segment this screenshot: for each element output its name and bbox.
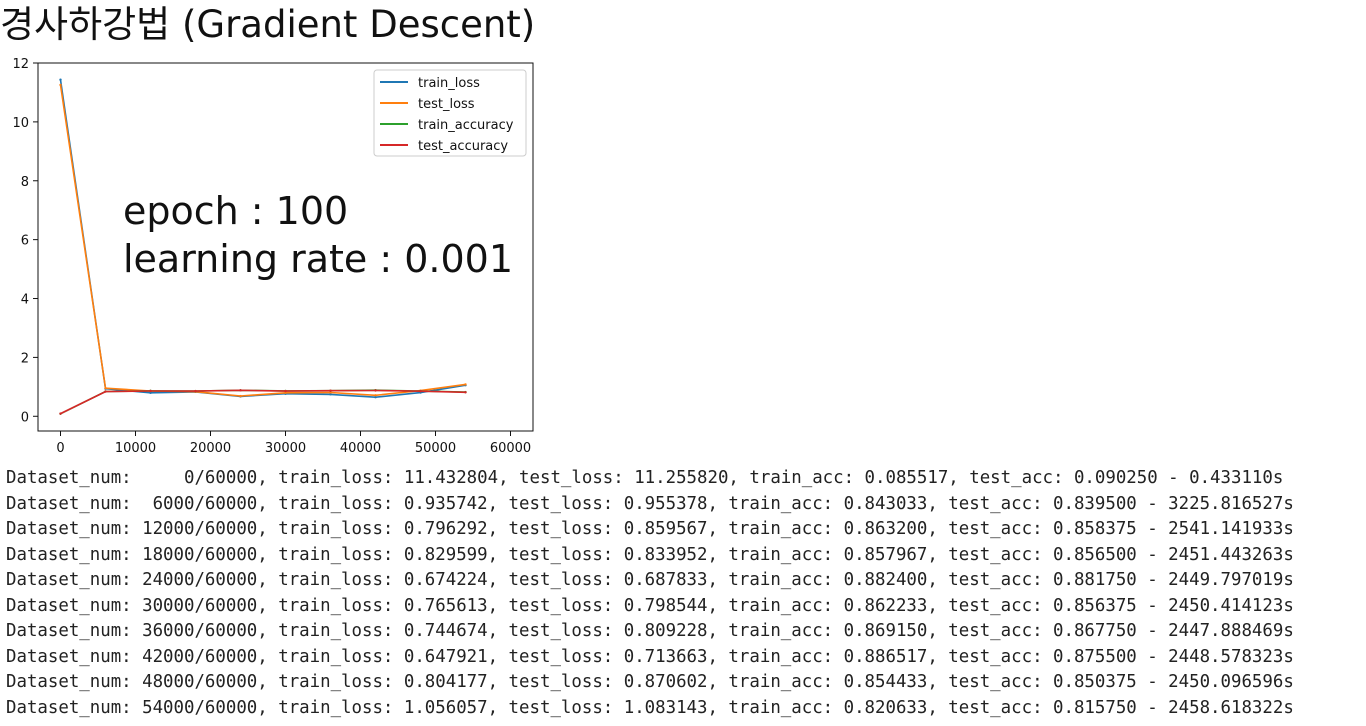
data-point-test_loss (329, 391, 332, 394)
data-point-test_loss (239, 394, 242, 398)
data-point-test_accuracy (194, 389, 197, 393)
data-point-train_loss (149, 391, 152, 395)
page-title: 경사하강법 (Gradient Descent) (0, 3, 536, 46)
log-line: Dataset_num: 36000/60000, train_loss: 0.… (6, 621, 1294, 641)
series-line-test_accuracy (60, 389, 466, 415)
y-tick-label: 6 (21, 234, 29, 249)
log-line: Dataset_num: 12000/60000, train_loss: 0.… (6, 519, 1294, 539)
log-line: Dataset_num: 0/60000, train_loss: 11.432… (6, 468, 1284, 488)
data-point-test_accuracy (284, 389, 287, 393)
x-tick-label: 50000 (415, 441, 456, 456)
data-point-test_loss (284, 391, 287, 394)
data-point-test_loss (374, 394, 377, 397)
x-tick-label: 0 (56, 441, 64, 456)
data-point-train_loss (59, 78, 62, 81)
y-tick-label: 0 (21, 410, 29, 425)
log-line: Dataset_num: 42000/60000, train_loss: 0.… (6, 646, 1294, 667)
data-point-test_accuracy (374, 389, 377, 392)
x-tick-label: 60000 (490, 441, 531, 456)
training-log: Dataset_num: 0/60000, train_loss: 11.432… (6, 466, 1294, 721)
legend-label-train_accuracy: train_accuracy (418, 118, 514, 133)
annotation-0: epoch : 100 (123, 189, 348, 233)
legend-label-test_loss: test_loss (418, 97, 475, 112)
x-tick-label: 10000 (115, 441, 156, 456)
log-line: Dataset_num: 18000/60000, train_loss: 0.… (6, 544, 1294, 565)
legend-label-test_accuracy: test_accuracy (418, 139, 508, 154)
log-line: Dataset_num: 30000/60000, train_loss: 0.… (6, 595, 1294, 616)
log-line: Dataset_num: 54000/60000, train_loss: 1.… (6, 697, 1294, 718)
data-point-test_accuracy (149, 389, 152, 393)
data-point-test_loss (104, 386, 107, 390)
legend-box (373, 69, 527, 157)
legend-label-train_loss: train_loss (418, 76, 480, 91)
y-tick-label: 2 (21, 351, 29, 366)
y-tick-label: 12 (12, 57, 29, 72)
y-tick-label: 8 (21, 175, 29, 190)
y-tick-label: 10 (12, 116, 29, 131)
data-point-test_accuracy (59, 412, 62, 415)
series-line-test_loss (59, 84, 466, 397)
data-point-test_accuracy (104, 390, 107, 393)
data-point-test_accuracy (464, 391, 467, 394)
log-line: Dataset_num: 48000/60000, train_loss: 0.… (6, 672, 1294, 692)
data-point-test_accuracy (419, 390, 422, 393)
loss-accuracy-chart: 0 10000 20000 30000 40000 50000 60000 0 2 4 6 8 10 12… (0, 52, 545, 460)
annotation-1: learning rate : 0.001 (123, 237, 513, 281)
y-tick-label: 4 (21, 293, 29, 308)
data-point-test_accuracy (329, 389, 332, 392)
log-line: Dataset_num: 24000/60000, train_loss: 0.… (6, 570, 1294, 590)
data-point-train_loss (329, 393, 332, 396)
data-point-test_loss (464, 383, 467, 386)
data-point-train_loss (374, 396, 377, 399)
data-point-test_accuracy (239, 389, 242, 392)
x-tick-label: 40000 (340, 441, 381, 456)
x-tick-label: 20000 (190, 441, 231, 456)
chart-svg: 0 10000 20000 30000 40000 50000 60000 0 2 4 6 8 10 12… (12, 57, 534, 456)
x-tick-label: 30000 (265, 441, 306, 456)
log-line: Dataset_num: 6000/60000, train_loss: 0.9… (6, 493, 1294, 514)
data-point-test_loss (59, 83, 62, 87)
